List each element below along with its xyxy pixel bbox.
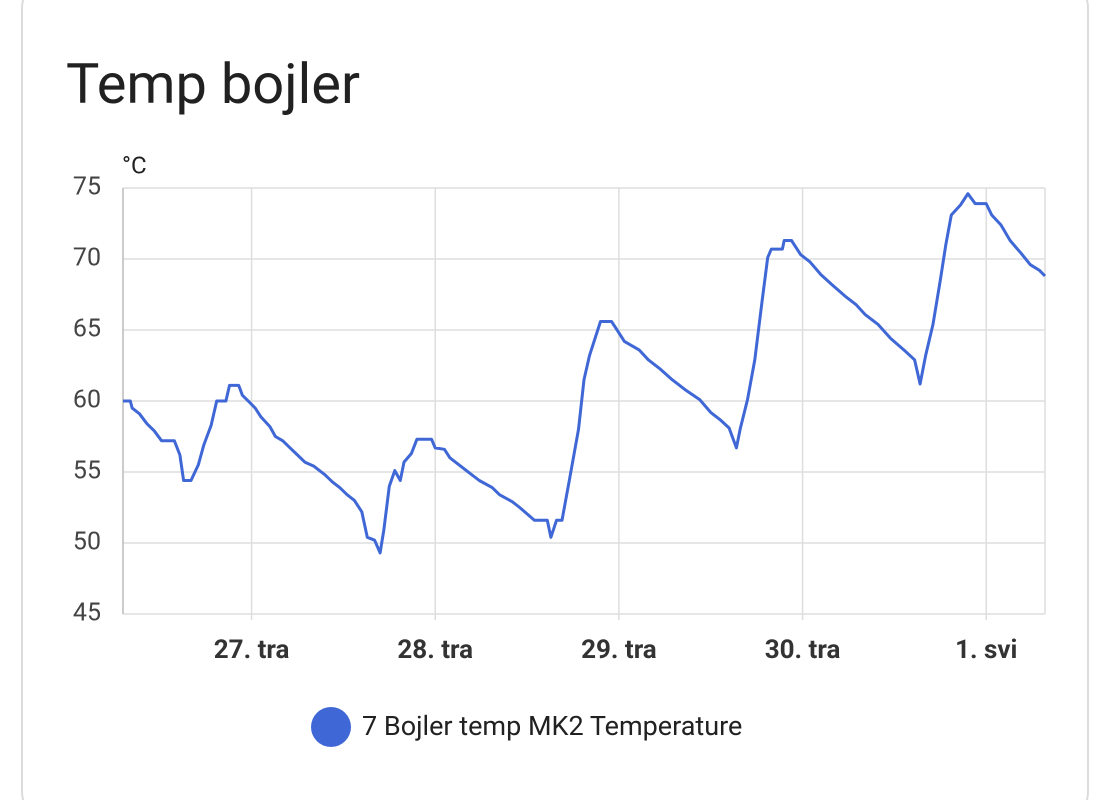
x-tick-label: 1. svi [955,635,1017,665]
legend-label: 7 Bojler temp MK2 Temperature [362,710,742,742]
y-tick-label: 45 [73,599,101,628]
y-tick-label: 70 [73,244,101,273]
chart-title: Temp bojler [66,51,360,117]
x-tick-label: 28. tra [397,635,473,665]
x-tick-label: 30. tra [765,635,841,665]
y-tick-label: 50 [73,528,101,557]
legend-marker [311,707,351,747]
y-unit: °C [122,151,147,179]
y-tick-label: 55 [73,457,101,486]
y-tick-label: 60 [73,386,101,415]
x-tick-label: 29. tra [581,635,657,665]
y-tick-label: 65 [73,315,101,344]
x-tick-label: 27. tra [214,635,290,665]
y-tick-label: 75 [73,173,101,202]
card [21,0,1089,800]
line [123,192,1047,555]
